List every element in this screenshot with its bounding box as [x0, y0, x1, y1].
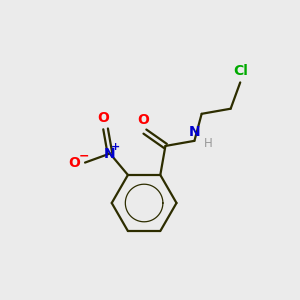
Text: O: O — [97, 111, 109, 125]
Text: Cl: Cl — [233, 64, 248, 78]
Text: O: O — [68, 156, 80, 170]
Text: N: N — [189, 125, 200, 140]
Text: O: O — [137, 113, 149, 127]
Text: +: + — [111, 142, 121, 152]
Text: H: H — [204, 137, 213, 150]
Text: −: − — [78, 150, 89, 163]
Text: N: N — [104, 146, 116, 161]
